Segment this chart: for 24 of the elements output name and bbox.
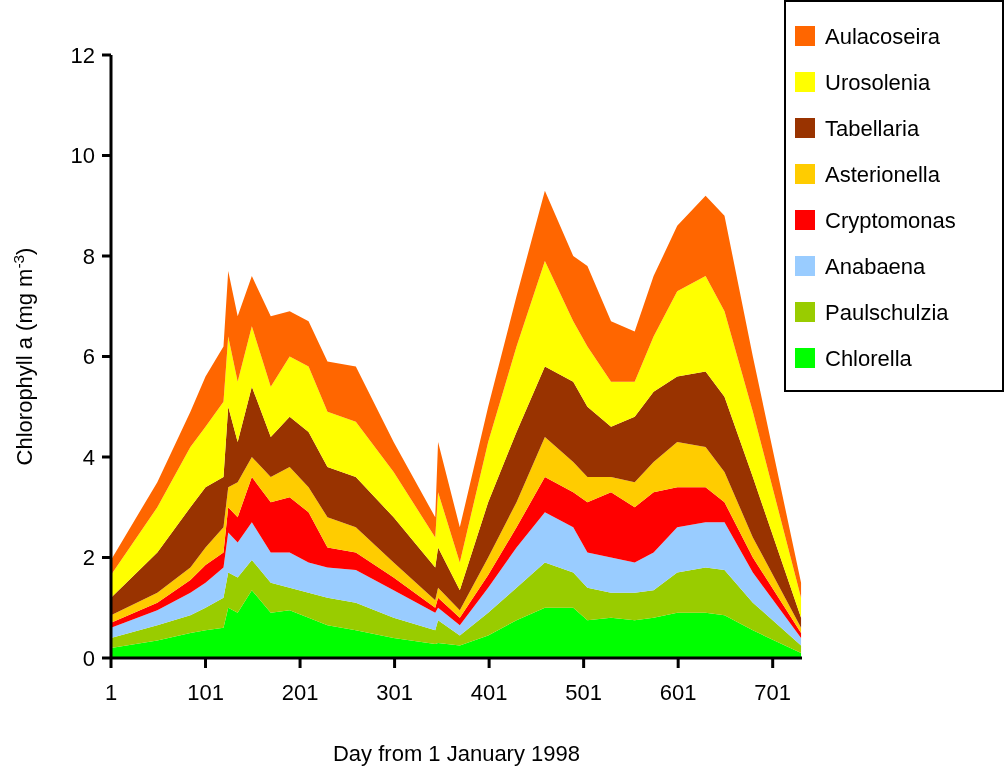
- y-tick-label: 0: [82, 645, 95, 671]
- y-tick-label: 12: [70, 42, 95, 68]
- x-tick-label: 501: [565, 680, 602, 705]
- x-tick-label: 701: [754, 680, 792, 705]
- y-tick-label: 2: [82, 545, 95, 571]
- x-tick-label: 101: [187, 680, 224, 705]
- x-axis-title: Day from 1 January 1998: [332, 741, 581, 766]
- x-tick-label: 1: [104, 680, 118, 705]
- legend-label: Paulschulzia: [825, 299, 950, 325]
- legend-label: Chlorella: [825, 345, 913, 371]
- x-tick-label: 601: [659, 680, 697, 705]
- legend-label: Asterionella: [825, 161, 941, 187]
- x-tick-label: 301: [376, 680, 413, 705]
- x-tick-label: 201: [281, 680, 319, 705]
- legend-label: Anabaena: [825, 253, 927, 279]
- legend-label: Aulacoseira: [825, 23, 941, 49]
- y-tick-label: 10: [70, 143, 95, 169]
- legend-label: Urosolenia: [825, 69, 931, 95]
- legend-label: Tabellaria: [825, 115, 920, 141]
- legend-label: Cryptomonas: [825, 207, 956, 233]
- y-tick-label: 4: [82, 444, 95, 470]
- y-tick-label: 6: [82, 344, 95, 370]
- x-tick-label: 401: [470, 680, 508, 705]
- y-tick-label: 8: [82, 243, 95, 269]
